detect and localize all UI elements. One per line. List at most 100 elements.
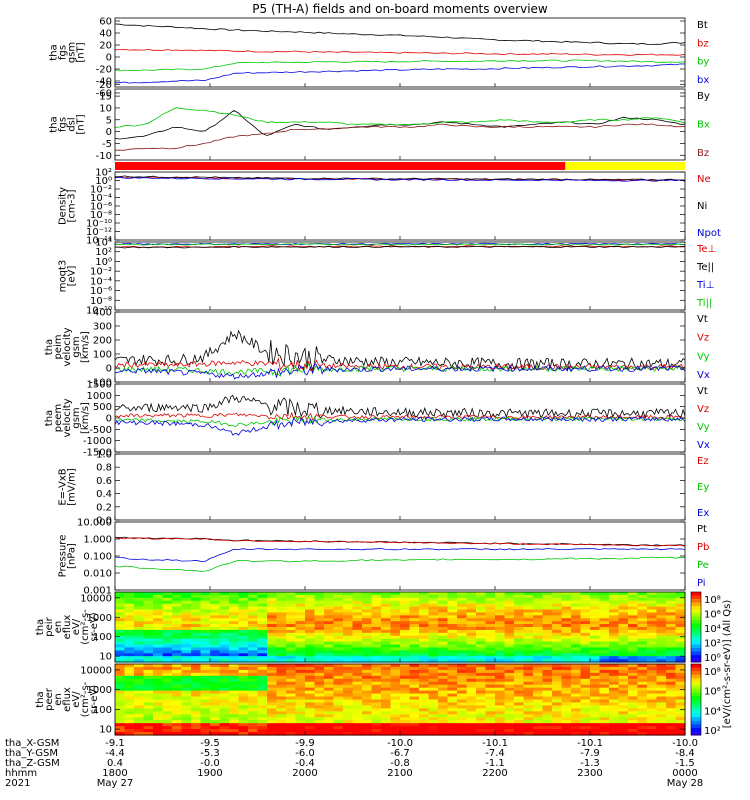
heatmap-cell [352,729,363,733]
legend-label: Vy [697,351,710,362]
heatmap-cell [191,627,202,631]
heatmap-cell [542,729,553,733]
heatmap-cell [229,664,240,668]
heatmap-cell [561,603,572,608]
heatmap-cell [162,696,173,701]
heatmap-cell [115,627,126,631]
heatmap-cell [523,606,534,611]
y-tick-label: 10⁻¹⁰ [86,219,112,230]
heatmap-cell [314,638,325,643]
heatmap-cell [124,678,135,683]
heatmap-cell [238,609,249,614]
heatmap-cell [343,723,354,727]
heatmap-cell [428,726,439,730]
heatmap-cell [162,705,173,709]
colorbar-band [691,658,701,663]
heatmap-cell [276,632,287,637]
heatmap-cell [248,714,259,718]
heatmap-cell [191,726,202,730]
heatmap-cell [409,609,420,614]
heatmap-cell [238,618,249,622]
legend-label: Vz [697,333,709,344]
heatmap-cell [352,644,363,649]
heatmap-cell [552,702,563,707]
heatmap-cell [191,594,202,599]
heatmap-cell [599,624,610,628]
heatmap-cell [248,696,259,701]
heatmap-cell [476,729,487,733]
heatmap-cell [172,717,183,721]
heatmap-cell [637,732,648,736]
heatmap-cell [124,597,135,602]
heatmap-cell [248,629,259,634]
heatmap-cell [523,621,534,625]
heatmap-cell [352,684,363,689]
heatmap-cell [533,650,544,654]
heatmap-cell [447,653,458,657]
heatmap-cell [628,678,639,683]
heatmap-cell [181,666,192,671]
heatmap-cell [219,592,230,596]
heatmap-cell [599,696,610,701]
heatmap-cell [238,594,249,599]
heatmap-cell [485,664,496,668]
heatmap-cell [371,732,382,736]
heatmap-cell [295,647,306,651]
heatmap-cell [324,650,335,654]
heatmap-cell [124,690,135,695]
heatmap-cell [229,729,240,733]
heatmap-cell [200,635,211,640]
heatmap-cell [267,641,278,646]
heatmap-cell [390,720,401,724]
heatmap-cell [561,650,572,654]
heatmap-cell [134,705,145,709]
heatmap-cell [333,603,344,608]
heatmap-cell [447,690,458,695]
heatmap-cell [172,711,183,715]
heatmap-cell [533,653,544,657]
heatmap-cell [124,664,135,668]
heatmap-cell [248,592,259,596]
heatmap-cell [447,627,458,631]
heatmap-cell [495,600,506,605]
heatmap-cell [124,729,135,733]
heatmap-cell [172,669,183,674]
heatmap-cell [352,624,363,628]
heatmap-cell [219,693,230,698]
heatmap-cell [666,603,677,608]
heatmap-cell [352,659,363,663]
heatmap-cell [124,702,135,707]
heatmap-cell [124,650,135,654]
heatmap-cell [428,659,439,663]
y-tick-label: 100 [93,705,112,716]
heatmap-cell [571,699,582,704]
heatmap-cell [504,629,515,634]
heatmap-cell [428,603,439,608]
heatmap-cell [457,664,468,668]
heatmap-cell [476,597,487,602]
heatmap-cell [276,621,287,625]
heatmap-cell [276,615,287,619]
heatmap-cell [618,650,629,654]
heatmap-cell [466,597,477,602]
heatmap-cell [485,705,496,709]
heatmap-cell [115,717,126,721]
heatmap-cell [409,635,420,640]
heatmap-cell [495,699,506,704]
heatmap-cell [267,672,278,677]
heatmap-cell [381,669,392,674]
heatmap-cell [438,647,449,651]
heatmap-cell [390,609,401,614]
heatmap-cell [523,726,534,730]
heatmap-cell [447,681,458,686]
heatmap-cell [115,632,126,637]
heatmap-cell [172,693,183,698]
heatmap-cell [400,592,411,596]
heatmap-cell [162,678,173,683]
heatmap-cell [276,627,287,631]
heatmap-cell [457,650,468,654]
heatmap-cell [428,720,439,724]
heatmap-cell [533,693,544,698]
heatmap-cell [552,629,563,634]
